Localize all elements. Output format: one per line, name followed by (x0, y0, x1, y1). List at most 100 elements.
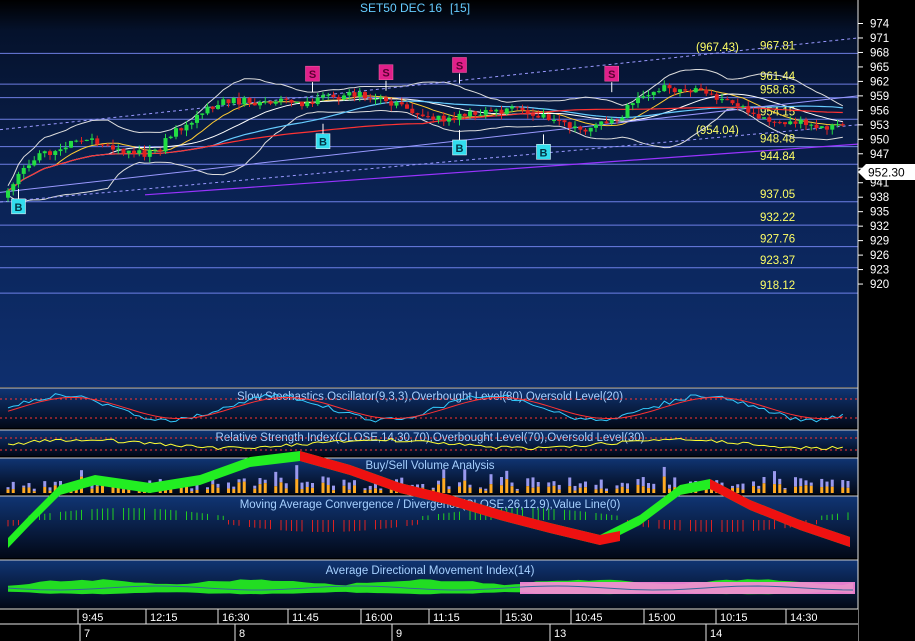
price-tick-label: 926 (870, 250, 889, 262)
signal-label: B (319, 137, 327, 149)
sell-signal (378, 64, 394, 80)
volume-bar-buy (305, 487, 309, 493)
candlestick-series (6, 80, 845, 202)
indicator-panel: Slow Stochastics Oscillator(9,3,3),Overb… (0, 387, 858, 428)
candle-body (573, 126, 577, 129)
candle-body (672, 88, 677, 93)
panel-background (0, 388, 858, 428)
candle-body (468, 111, 472, 117)
signal-label: B (15, 202, 23, 214)
price-tick-label: 953 (870, 120, 889, 132)
sell-signal (305, 65, 320, 82)
candle-body (520, 107, 525, 111)
volume-bar-sell (662, 466, 666, 477)
time-tick-label: 16:30 (222, 612, 250, 624)
price-tick-label: 965 (870, 62, 889, 74)
volume-bar-buy (90, 488, 94, 493)
volume-bar-buy (6, 489, 10, 493)
candle-body (121, 148, 126, 154)
candle-body (531, 113, 535, 116)
panel-title: Buy/Sell Volume Analysis (365, 460, 494, 472)
volume-bar-sell (374, 481, 377, 489)
date-label: 9 (396, 628, 402, 640)
signal-label: B (456, 143, 464, 155)
candle-body (268, 101, 273, 104)
candle-body (546, 114, 551, 121)
volume-bar-buy (389, 489, 393, 493)
candle-body (16, 173, 21, 185)
main-panel-background (0, 0, 858, 387)
time-tick-label: 10:45 (575, 612, 603, 624)
time-tick-label: 11:45 (292, 612, 319, 624)
time-tick-label: 11:15 (433, 612, 460, 624)
volume-bar-sell (27, 483, 31, 488)
candle-body (578, 126, 583, 130)
candle-body (142, 150, 147, 157)
volume-bar-buy (752, 486, 755, 493)
candle-body (457, 113, 462, 120)
volume-bar-sell (190, 488, 194, 492)
candle-body (478, 114, 483, 116)
price-tick-label: 923 (870, 265, 889, 277)
candle-body (462, 113, 467, 117)
volume-bar-sell (620, 482, 624, 487)
volume-bar-buy (27, 487, 31, 493)
volume-bar-sell (32, 488, 36, 492)
volume-bar-sell (594, 484, 598, 490)
volume-bar-sell (762, 477, 766, 484)
stochastic-k-line (7, 393, 844, 423)
candle-body (567, 122, 572, 129)
volume-bar-sell (773, 471, 776, 485)
volume-bar-buy (573, 490, 577, 493)
volume-bar-sell (211, 478, 215, 485)
macd-ribbon-negative (300, 451, 620, 545)
candle-body (452, 117, 457, 120)
candle-body (709, 93, 714, 95)
candle-body (525, 110, 530, 114)
candle-body (221, 99, 226, 106)
volume-bar-sell (442, 469, 446, 479)
volume-bar-buy (48, 490, 52, 493)
candle-body (95, 138, 100, 145)
volume-bar-buy (557, 489, 561, 493)
volume-bar-buy (242, 481, 246, 493)
volume-bar-buy (536, 486, 540, 493)
sell-signal (452, 57, 467, 73)
volume-bar-sell (284, 483, 288, 489)
candle-body (326, 94, 331, 96)
volume-bar-sell (752, 481, 755, 487)
volume-bar-sell (599, 479, 603, 489)
volume-bar-sell (820, 478, 824, 488)
candle-body (294, 101, 299, 103)
volume-bar-sell (484, 488, 488, 491)
candle-body (58, 149, 63, 152)
candle-body (588, 127, 593, 132)
volume-bar-sell (479, 487, 482, 489)
candle-body (447, 117, 451, 122)
volume-bar-buy (468, 487, 472, 493)
candle-body (489, 110, 493, 112)
sell-signal (604, 65, 619, 82)
volume-bar-buy (258, 484, 262, 493)
signal-label: S (456, 60, 463, 72)
candle-body (678, 89, 682, 93)
volume-bar-buy (741, 489, 745, 493)
candle-body (116, 148, 121, 150)
price-tick-label: 950 (870, 134, 889, 146)
price-tick-label: 971 (870, 33, 889, 45)
candle-body (111, 145, 115, 150)
volume-bar-sell (489, 474, 493, 485)
signal-label: S (608, 69, 615, 81)
candle-body (793, 121, 798, 124)
volume-bar-buy (599, 488, 603, 493)
volume-bar-buy (757, 488, 761, 493)
candle-body (420, 114, 425, 117)
volume-bar-buy (326, 485, 330, 493)
volume-bar-buy (463, 480, 467, 493)
date-label: 8 (239, 628, 245, 640)
candle-body (483, 110, 488, 115)
volume-bar-buy (458, 486, 461, 493)
volume-bar-buy (710, 487, 713, 493)
candle-body (657, 91, 661, 93)
